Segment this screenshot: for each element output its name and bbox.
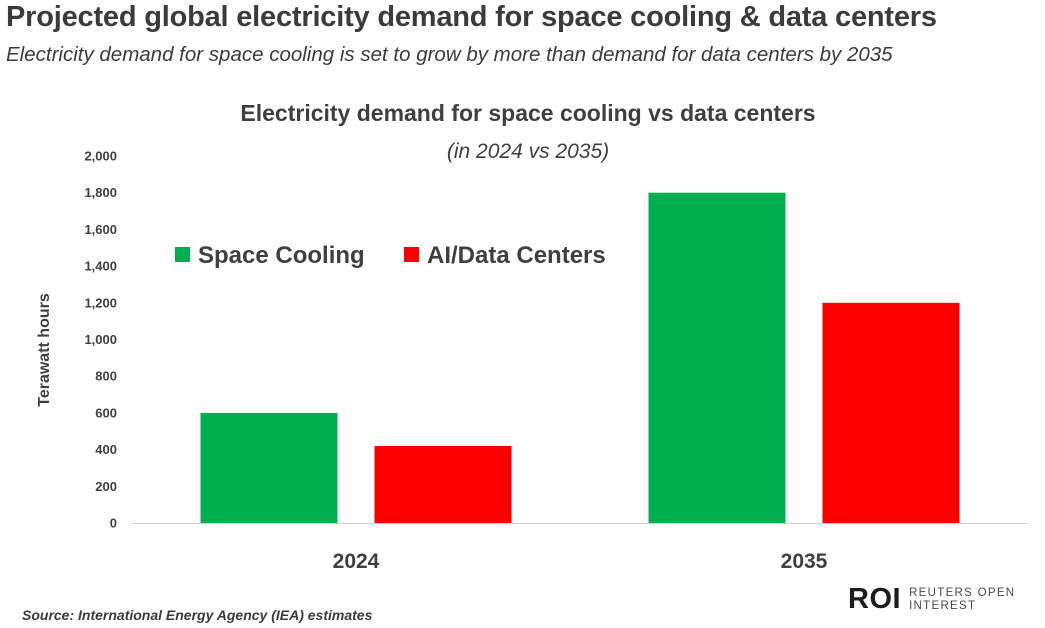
bar bbox=[648, 192, 786, 523]
legend: Space Cooling AI/Data Centers bbox=[175, 242, 606, 269]
y-tick-label: 1,200 bbox=[84, 295, 117, 310]
source-note: Source: International Energy Agency (IEA… bbox=[22, 607, 373, 623]
logo-mark: ROI bbox=[848, 583, 902, 615]
page-subtitle: Electricity demand for space cooling is … bbox=[6, 43, 893, 66]
y-tick-label: 800 bbox=[95, 369, 117, 384]
roi-logo: ROI REUTERS OPEN INTEREST bbox=[848, 585, 1015, 614]
y-axis-ticks: 0 200 400 600 800 1,000 1,200 1,400 1,600 1,800 2,… bbox=[84, 149, 117, 531]
bar bbox=[200, 412, 338, 523]
y-tick-label: 400 bbox=[95, 442, 117, 457]
y-tick-label: 1,600 bbox=[84, 222, 117, 237]
y-tick-label: 600 bbox=[95, 405, 117, 420]
legend-swatch bbox=[404, 247, 419, 262]
logo-line-1: REUTERS OPEN bbox=[909, 586, 1016, 599]
legend-label: Space Cooling bbox=[198, 242, 365, 269]
x-tick-label: 2035 bbox=[781, 550, 828, 573]
legend-label: AI/Data Centers bbox=[427, 242, 606, 269]
y-tick-label: 200 bbox=[95, 479, 117, 494]
x-axis-ticks: 2024 2035 bbox=[333, 550, 828, 573]
y-tick-label: 0 bbox=[110, 516, 117, 531]
y-tick-label: 1,800 bbox=[84, 185, 117, 200]
chart-title: Electricity demand for space cooling vs … bbox=[240, 100, 815, 126]
logo-line-2: INTEREST bbox=[909, 599, 977, 612]
y-tick-label: 2,000 bbox=[84, 149, 117, 164]
x-tick-label: 2024 bbox=[333, 550, 380, 573]
y-axis-label: Terawatt hours bbox=[36, 293, 53, 407]
chart-subtitle: (in 2024 vs 2035) bbox=[447, 140, 609, 163]
page-title: Projected global electricity demand for … bbox=[6, 1, 937, 33]
bars bbox=[200, 192, 960, 523]
bar bbox=[374, 445, 512, 523]
y-tick-label: 1,400 bbox=[84, 259, 117, 274]
y-tick-label: 1,000 bbox=[84, 332, 117, 347]
legend-swatch bbox=[175, 247, 190, 262]
bar bbox=[822, 302, 960, 523]
logo-wordmark: REUTERS OPEN INTEREST bbox=[909, 587, 1015, 613]
